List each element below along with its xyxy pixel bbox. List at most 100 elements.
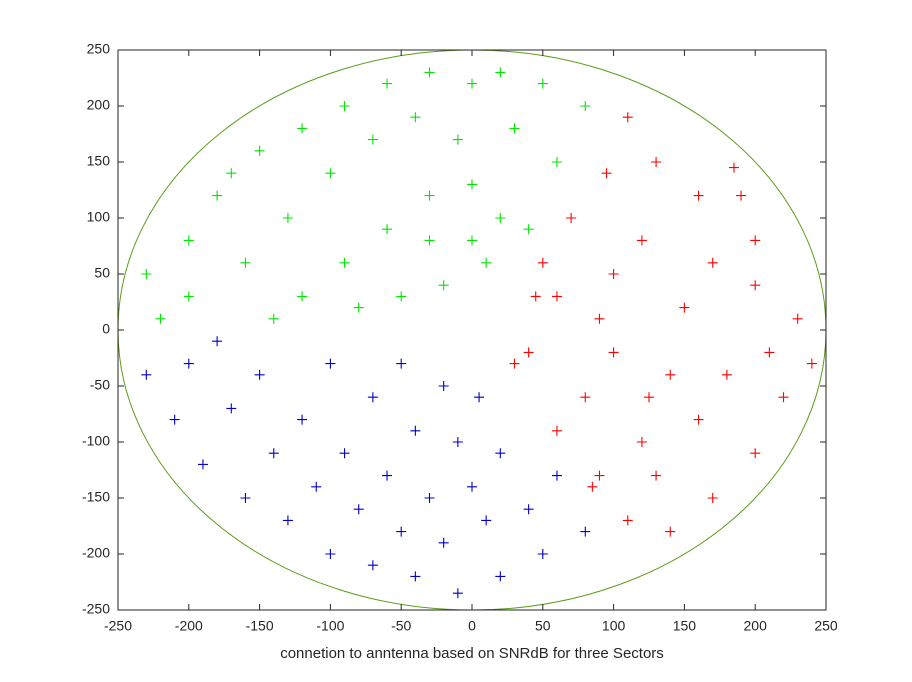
point: [778, 392, 789, 403]
point: [551, 425, 562, 436]
x-axis-label: connetion to anntenna based on SNRdB for…: [280, 645, 664, 662]
point: [396, 291, 407, 302]
point: [481, 515, 492, 526]
point: [806, 358, 817, 369]
point: [651, 157, 662, 167]
point: [665, 526, 676, 537]
point: [452, 588, 463, 599]
point: [530, 291, 541, 302]
point: [410, 425, 421, 436]
point: [282, 515, 293, 526]
point: [424, 235, 435, 246]
point: [424, 493, 435, 503]
point: [438, 537, 449, 548]
x-tick-label: 50: [535, 618, 551, 634]
point: [594, 470, 605, 481]
point: [523, 347, 534, 358]
point: [254, 145, 265, 156]
point: [551, 470, 562, 481]
point: [396, 358, 407, 369]
point: [495, 213, 506, 223]
point: [636, 437, 647, 447]
point: [679, 302, 690, 313]
y-tick-label: -200: [82, 545, 110, 561]
point: [240, 257, 251, 268]
point: [537, 78, 548, 89]
point: [622, 112, 633, 123]
x-tick-label: 100: [602, 618, 626, 634]
point: [183, 358, 194, 369]
point: [367, 560, 378, 571]
x-tick-label: -150: [246, 618, 274, 634]
point: [523, 224, 534, 235]
y-tick-label: 0: [102, 321, 110, 337]
point: [424, 67, 435, 78]
point: [410, 571, 421, 582]
point: [382, 470, 393, 481]
y-tick-label: 250: [87, 41, 111, 57]
point: [750, 235, 761, 246]
point: [325, 168, 336, 179]
point: [282, 213, 293, 223]
x-tick-label: 250: [814, 618, 838, 634]
point: [481, 257, 492, 268]
y-tick-label: -100: [82, 433, 110, 449]
point: [537, 549, 548, 559]
point: [636, 235, 647, 246]
point: [750, 448, 761, 459]
point: [141, 369, 152, 380]
point: [594, 313, 605, 324]
point: [580, 392, 591, 403]
point: [183, 235, 194, 246]
point: [141, 269, 152, 279]
point: [325, 358, 336, 369]
point: [155, 313, 166, 324]
point: [183, 291, 194, 302]
point: [325, 549, 336, 559]
point: [197, 459, 208, 470]
y-tick-label: 50: [94, 265, 110, 281]
y-tick-label: 150: [87, 153, 111, 169]
point: [268, 448, 279, 459]
point: [707, 257, 718, 268]
point: [721, 369, 732, 380]
point: [268, 313, 279, 324]
point: [651, 470, 662, 481]
point: [353, 302, 364, 313]
point: [452, 437, 463, 447]
point: [495, 448, 506, 459]
point: [693, 190, 704, 201]
point: [438, 381, 449, 391]
x-tick-label: 0: [468, 618, 476, 634]
point: [509, 123, 520, 134]
point: [311, 481, 322, 492]
point: [580, 526, 591, 537]
point: [509, 358, 520, 369]
point: [367, 392, 378, 403]
point: [644, 392, 654, 403]
point: [467, 78, 477, 89]
point: [438, 280, 449, 291]
point: [240, 493, 251, 503]
point: [551, 157, 562, 167]
point: [608, 269, 619, 279]
point: [339, 257, 350, 268]
point: [297, 291, 308, 302]
point: [537, 257, 548, 268]
point: [467, 481, 477, 492]
point: [367, 134, 378, 145]
point: [551, 291, 562, 302]
x-tick-label: -200: [175, 618, 203, 634]
point: [728, 162, 739, 173]
x-tick-label: -250: [104, 618, 132, 634]
point: [396, 526, 407, 537]
point: [495, 571, 506, 582]
point: [410, 112, 421, 123]
point: [297, 414, 308, 425]
point: [226, 403, 237, 414]
y-tick-label: 200: [87, 97, 111, 113]
y-tick-label: 100: [87, 209, 111, 225]
point: [566, 213, 577, 223]
point: [254, 369, 265, 380]
